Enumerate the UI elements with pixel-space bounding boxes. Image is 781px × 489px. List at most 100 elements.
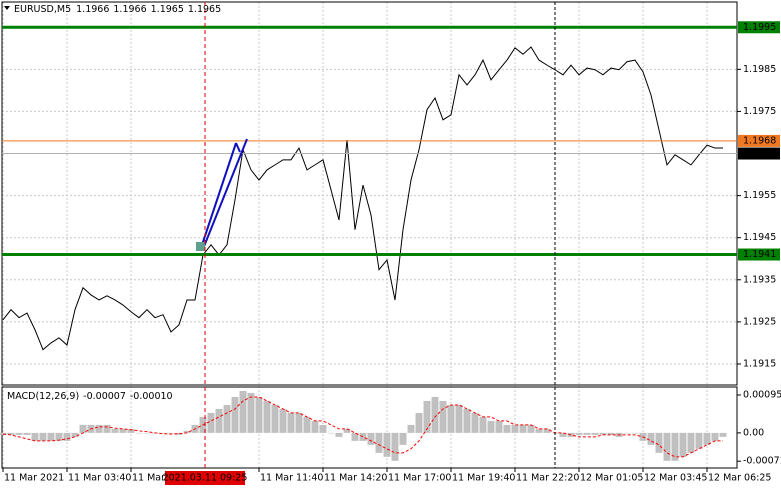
labels-layer: 1.1985 1.1975 1.1955 1.1945 1.1935 1.1925 1.19…: [2, 21, 781, 485]
macd-bar: [647, 432, 655, 445]
macd-bar: [479, 416, 487, 433]
macd-bar: [15, 432, 23, 435]
x-tick-label: 11 Mar 22:20: [516, 473, 579, 484]
y-tick-label: 1.1945: [743, 232, 776, 243]
macd-bar: [103, 424, 111, 433]
level-label: 1.1941: [743, 249, 776, 260]
y-tick-label: 1.1925: [743, 316, 776, 327]
macd-bar: [719, 432, 727, 437]
macd-bar: [383, 432, 391, 457]
macd-bar: [287, 412, 295, 433]
macd-bar: [623, 432, 631, 434]
x-tick-label: 11 Mar 11:40: [260, 473, 323, 484]
y-tick-label: 0.00: [743, 427, 764, 438]
macd-bar: [431, 396, 439, 433]
macd-bar: [311, 420, 319, 433]
signal-line: [2, 396, 723, 458]
crosshair-label: 2021.03.11 09:25: [163, 473, 248, 484]
macd-title: MACD(12,26,9): [7, 391, 79, 402]
macd-bar: [343, 428, 351, 433]
macd-bar: [239, 390, 247, 433]
x-tick-label: 11 Mar 03:40: [68, 473, 131, 484]
macd-bar: [391, 432, 399, 461]
level-label: 1.1968: [743, 135, 776, 146]
ohlc-value: 1.1965: [188, 4, 221, 15]
y-tick-label: 1.1955: [743, 190, 776, 201]
macd-header: MACD(12,26,9) -0.00007 -0.00010: [7, 391, 173, 402]
macd-bar: [183, 430, 191, 433]
macd-bar: [247, 392, 255, 433]
macd-bar: [471, 412, 479, 433]
macd-bar: [495, 420, 503, 433]
grid-layer: [2, 2, 737, 468]
macd-bar: [279, 408, 287, 433]
macd-bar: [423, 400, 431, 433]
macd-bar: [39, 432, 47, 441]
chart-header: EURUSD,M5 1.1966 1.1966 1.1965 1.1965: [14, 4, 221, 15]
macd-bar: [127, 428, 135, 433]
marks-layer: [0, 25, 737, 461]
macd-bar: [351, 432, 359, 441]
macd-bar: [359, 432, 367, 441]
macd-bar: [319, 424, 327, 433]
x-tick-label: 11 Mar 14:20: [324, 473, 387, 484]
macd-bar: [591, 432, 599, 435]
macd-bar: [655, 432, 663, 453]
macd-bar: [327, 432, 335, 434]
macd-bar: [367, 432, 375, 445]
x-tick-label: 11 Mar 17:00: [388, 473, 451, 484]
macd-bar: [575, 432, 583, 435]
level-label-box: [738, 147, 780, 160]
macd-bar: [95, 424, 103, 433]
macd-bar: [63, 432, 71, 441]
macd-bar: [215, 408, 223, 433]
x-tick-label: 12 Mar 01:05: [580, 473, 643, 484]
macd-bar: [399, 432, 407, 445]
x-tick-label: 11 Mar 19:40: [452, 473, 515, 484]
trend-line: [200, 142, 237, 249]
macd-bar: [519, 424, 527, 433]
y-tick-label: 1.1935: [743, 274, 776, 285]
level-label: 1.1995: [743, 22, 776, 33]
y-tick-label: 1.1975: [743, 106, 776, 117]
macd-bar: [71, 432, 79, 437]
y-tick-label: 0.00095: [743, 389, 781, 400]
level-label: 1.1965: [743, 148, 776, 159]
y-tick-label: 1.1915: [743, 358, 776, 369]
macd-bar: [263, 400, 271, 433]
macd-bar: [231, 396, 239, 433]
macd-bar: [295, 412, 303, 433]
level-label-box: [738, 134, 780, 147]
macd-reading: -0.00007: [83, 391, 126, 402]
macd-bar: [711, 432, 719, 441]
macd-bar: [527, 424, 535, 433]
macd-bar: [271, 404, 279, 433]
y-tick-label: 1.1985: [743, 64, 776, 75]
trend-line: [202, 138, 248, 250]
macd-bar: [7, 432, 15, 435]
level-label-box: [738, 248, 780, 261]
macd-panel-frame: [1, 386, 738, 469]
macd-bar: [159, 432, 167, 434]
macd-bar: [31, 432, 39, 441]
menu-arrow: [4, 6, 10, 10]
macd-bar: [511, 424, 519, 433]
macd-bar: [503, 424, 511, 433]
macd-bar: [23, 432, 31, 435]
symbol-title: EURUSD,M5: [14, 4, 71, 15]
macd-bar: [223, 404, 231, 433]
x-tick-label: 11 Mar 0: [132, 473, 174, 484]
macd-bar: [583, 432, 591, 435]
macd-bar: [543, 428, 551, 433]
ohlc-value: 1.1965: [151, 4, 184, 15]
ohlc-value: 1.1966: [76, 4, 109, 15]
macd-bar: [447, 404, 455, 433]
macd-bar: [487, 420, 495, 433]
macd-bar: [687, 432, 695, 453]
macd-bar: [335, 432, 343, 437]
macd-bar: [455, 404, 463, 433]
macd-bar: [135, 432, 143, 434]
